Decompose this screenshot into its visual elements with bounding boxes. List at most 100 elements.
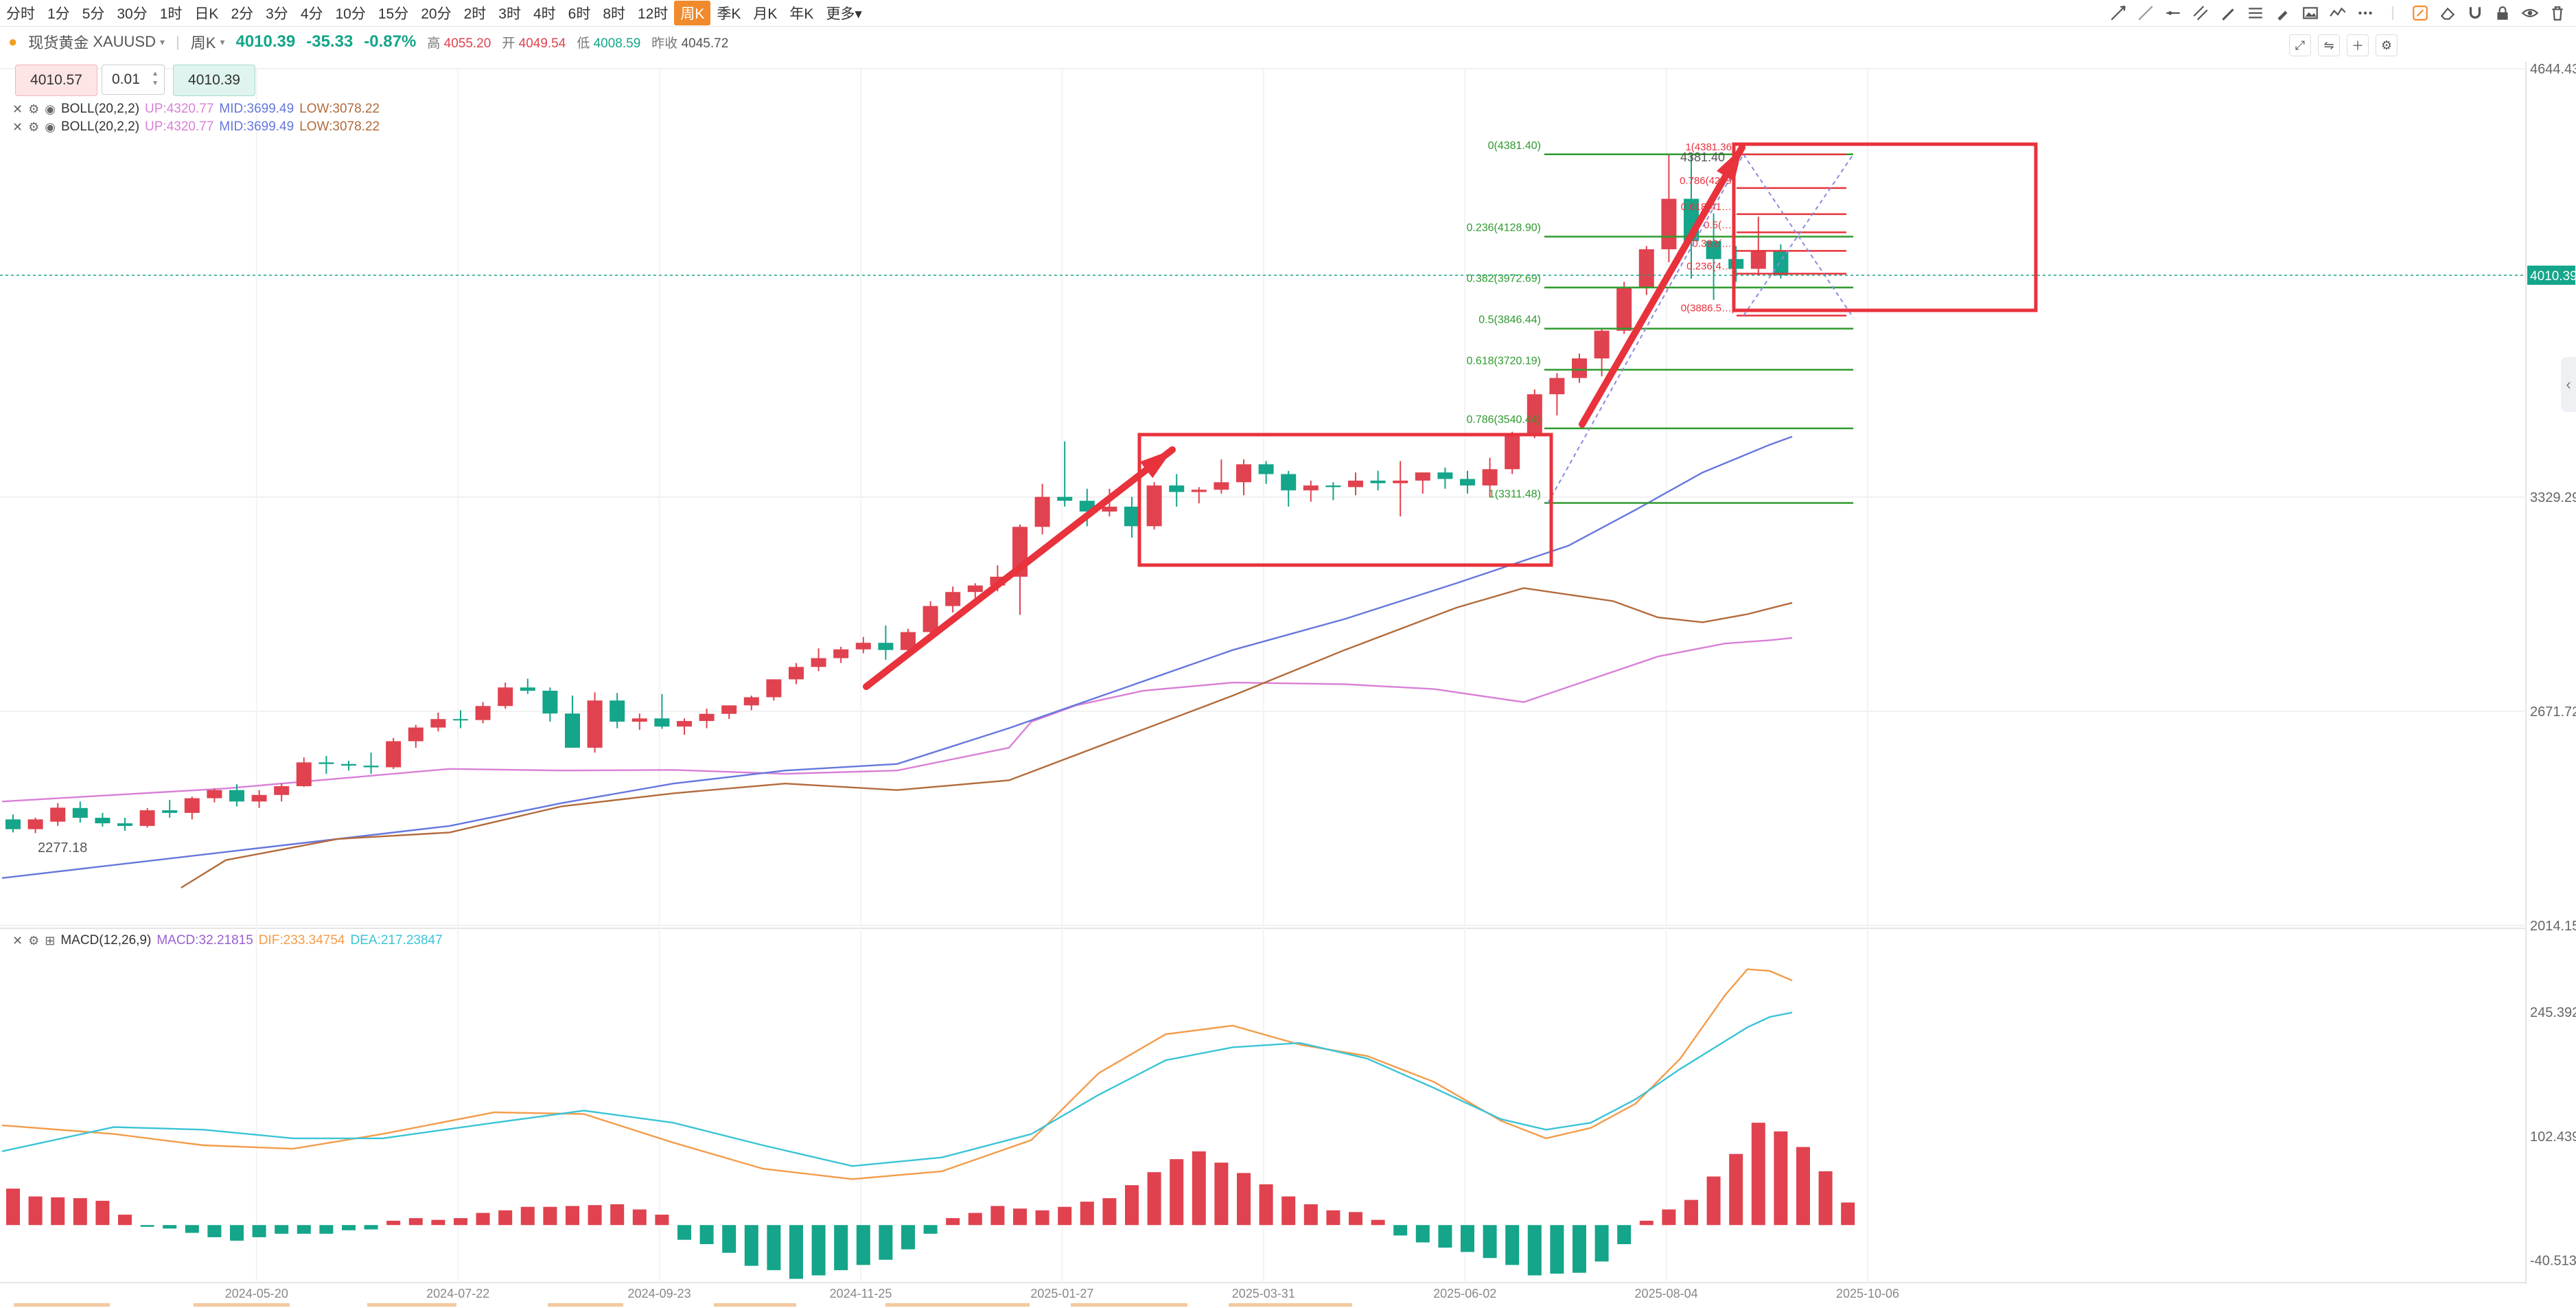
period-tab-9[interactable]: 10分	[335, 6, 366, 22]
quantity-value[interactable]: 0.01	[112, 71, 140, 87]
side-panel-toggle[interactable]: ‹	[2561, 357, 2576, 412]
period-tab-7[interactable]: 3分	[266, 6, 288, 22]
period-tab-17[interactable]: 12时	[638, 6, 669, 22]
macd-histogram-bar	[1461, 1225, 1474, 1252]
price-change-pct: -0.87%	[364, 32, 417, 51]
period-tab-12[interactable]: 2时	[463, 6, 487, 22]
macd-histogram-bar	[95, 1200, 110, 1226]
pen-icon[interactable]	[2216, 3, 2240, 23]
macd-histogram-bar	[901, 1225, 915, 1250]
more-tools-icon[interactable]	[2354, 3, 2377, 23]
macd-dea: DEA:217.23847	[350, 933, 443, 948]
symbol-code[interactable]: XAUUSD	[93, 33, 156, 50]
candle-body	[274, 785, 290, 795]
period-tab-8[interactable]: 4分	[300, 6, 323, 22]
macd-histogram-bar	[1035, 1210, 1049, 1226]
fullscreen-icon[interactable]: ⤢	[2289, 34, 2311, 56]
settings-icon[interactable]: ⚙	[2376, 34, 2398, 56]
candle-body	[27, 819, 43, 829]
macd-histogram-bar	[1774, 1131, 1788, 1226]
boll-name: BOLL(20,2,2)	[60, 119, 140, 134]
period-tab-3[interactable]: 30分	[117, 6, 148, 22]
period-tab-1[interactable]: 1分	[47, 6, 70, 22]
sell-price-button[interactable]: 4010.57	[15, 65, 97, 96]
eraser-icon[interactable]	[2436, 3, 2459, 23]
candle-body	[878, 643, 894, 650]
compare-icon[interactable]: ⇋	[2318, 34, 2340, 56]
macd-histogram-bar	[364, 1225, 378, 1230]
period-tab-14[interactable]: 4时	[533, 6, 556, 22]
candle-body	[631, 718, 647, 722]
boll-mid: MID:3699.49	[219, 102, 294, 116]
wave-icon[interactable]	[2326, 3, 2349, 23]
ray-icon[interactable]	[2107, 3, 2130, 23]
buy-price-button[interactable]: 4010.39	[173, 65, 255, 96]
period-tab-0[interactable]: 分时	[6, 6, 35, 22]
chevron-down-icon[interactable]: ▾	[220, 36, 225, 47]
visibility-icon[interactable]: ◉	[45, 119, 56, 134]
fib-red-label: 0.236(4…)	[1686, 261, 1735, 273]
trend-line-icon[interactable]	[2134, 3, 2157, 23]
separator	[2381, 3, 2404, 23]
chevron-down-icon[interactable]: ▾	[160, 36, 165, 47]
macd-histogram-bar	[677, 1225, 691, 1240]
edit-icon[interactable]	[2409, 3, 2432, 23]
period-tab-6[interactable]: 2分	[231, 6, 254, 22]
period-tab-10[interactable]: 15分	[378, 6, 409, 22]
macd-value: MACD:32.21815	[156, 933, 253, 948]
magnet-icon[interactable]	[2463, 3, 2487, 23]
period-tab-15[interactable]: 6时	[568, 6, 591, 22]
period-tab-5[interactable]: 日K	[194, 6, 219, 22]
candle-body	[1348, 480, 1363, 487]
close-icon[interactable]: ✕	[12, 933, 23, 948]
boll-legend-2: ✕ ⚙ ◉ BOLL(20,2,2) UP:4320.77 MID:3699.4…	[12, 119, 380, 135]
delete-icon[interactable]	[2546, 3, 2569, 23]
period-tab-20[interactable]: 月K	[753, 6, 778, 22]
symbol-info-bar: ● 现货黄金 XAUUSD ▾ | 周K ▾ 4010.39 -35.33 -0…	[0, 30, 728, 54]
candle-body	[721, 705, 737, 714]
settings-icon[interactable]: ⚙	[28, 933, 40, 948]
eye-icon[interactable]	[2518, 3, 2542, 23]
close-icon[interactable]: ✕	[12, 119, 23, 134]
horizontal-line-icon[interactable]	[2161, 3, 2185, 23]
macd-dea-line	[1, 1011, 1793, 1167]
period-tab-19[interactable]: 季K	[717, 6, 741, 22]
fib-level-label: 0.382(3972.69)	[1466, 273, 1541, 285]
candle-body	[1505, 435, 1520, 470]
quantity-stepper[interactable]: 0.01 ▲ ▼	[102, 65, 165, 95]
macd-histogram-bar	[968, 1213, 982, 1226]
visibility-icon[interactable]: ◉	[45, 102, 56, 116]
parallel-channel-icon[interactable]	[2189, 3, 2212, 23]
macd-histogram-bar	[1192, 1151, 1206, 1226]
period-tab-21[interactable]: 年K	[789, 6, 814, 22]
macd-histogram-bar	[1706, 1176, 1721, 1226]
boll-mid-line	[1, 435, 1793, 879]
period-tab-11[interactable]: 20分	[421, 6, 452, 22]
close-icon[interactable]: ✕	[12, 102, 23, 116]
period-tab-13[interactable]: 3时	[498, 6, 521, 22]
period-tab-22[interactable]: 更多▾	[826, 6, 862, 22]
brush-icon[interactable]	[2271, 3, 2295, 23]
fib-icon[interactable]	[2244, 3, 2267, 23]
period-tab-4[interactable]: 1时	[159, 6, 183, 22]
current-price-tag	[2527, 265, 2575, 285]
period-selector[interactable]: 周K	[190, 34, 216, 51]
period-tab-16[interactable]: 8时	[603, 6, 626, 22]
settings-icon[interactable]: ⚙	[28, 102, 40, 116]
macd-histogram-bar	[1550, 1225, 1564, 1274]
period-tab-18[interactable]: 周K	[674, 1, 711, 25]
image-icon[interactable]	[2299, 3, 2322, 23]
symbol-name[interactable]: 现货黄金	[28, 34, 89, 51]
macd-histogram-bar	[431, 1219, 445, 1226]
macd-histogram-bar	[297, 1225, 311, 1234]
period-tab-2[interactable]: 5分	[82, 6, 105, 22]
candle-body	[184, 798, 200, 813]
candle-body	[1482, 469, 1498, 486]
expand-icon[interactable]: ⊞	[45, 933, 56, 948]
lock-icon[interactable]	[2491, 3, 2514, 23]
candle-body	[1706, 241, 1721, 260]
settings-icon[interactable]: ⚙	[28, 119, 40, 134]
plus-icon[interactable]: ＋	[2347, 34, 2369, 56]
stepper-arrows-icon[interactable]: ▲ ▼	[152, 70, 159, 87]
